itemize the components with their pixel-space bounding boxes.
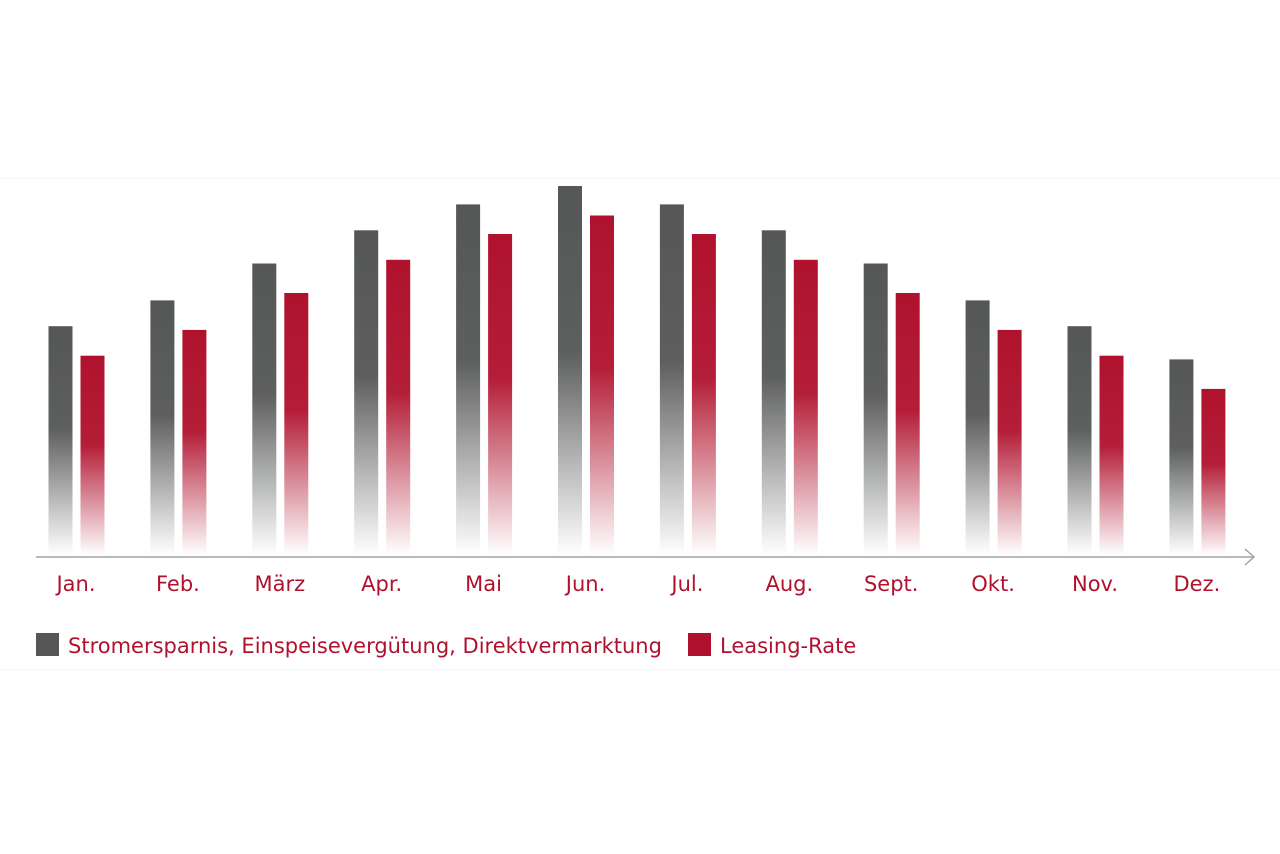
bar-leasing-6 bbox=[590, 215, 614, 555]
legend-item-savings-label: Stromersparnis, Einspeisevergütung, Dire… bbox=[68, 634, 662, 658]
bar-leasing-8 bbox=[793, 259, 818, 555]
x-tick-label: Feb. bbox=[156, 572, 200, 596]
bar-leasing-10 bbox=[997, 329, 1022, 555]
x-tick-label: März bbox=[254, 572, 305, 596]
bar-leasing-4 bbox=[386, 259, 411, 555]
bar-savings-11 bbox=[1067, 326, 1092, 555]
x-tick-label: Jan. bbox=[54, 572, 95, 596]
bar-savings-6 bbox=[558, 186, 582, 555]
x-tick-label: Okt. bbox=[971, 572, 1015, 596]
x-tick-label: Dez. bbox=[1174, 572, 1221, 596]
bar-leasing-7 bbox=[691, 234, 716, 555]
bars-group bbox=[48, 186, 1226, 556]
legend: Stromersparnis, Einspeisevergütung, Dire… bbox=[36, 633, 856, 658]
bar-savings-8 bbox=[761, 230, 786, 556]
bar-savings-3 bbox=[252, 263, 277, 555]
x-axis bbox=[36, 548, 1256, 566]
bar-savings-5 bbox=[456, 204, 481, 555]
bar-savings-7 bbox=[659, 204, 684, 555]
x-tick-label: Aug. bbox=[765, 572, 813, 596]
x-axis-arrow-icon bbox=[1244, 548, 1256, 566]
bar-leasing-2 bbox=[182, 329, 207, 555]
x-tick-label: Jun. bbox=[564, 572, 606, 596]
bar-leasing-3 bbox=[284, 293, 309, 555]
x-tick-label: Jul. bbox=[669, 572, 703, 596]
legend-item-savings-swatch bbox=[36, 633, 59, 656]
bar-leasing-1 bbox=[80, 355, 105, 555]
x-tick-label: Nov. bbox=[1072, 572, 1118, 596]
bar-leasing-5 bbox=[488, 234, 513, 555]
legend-item-leasing-label: Leasing-Rate bbox=[720, 634, 856, 658]
bar-savings-9 bbox=[863, 263, 888, 555]
bar-savings-4 bbox=[354, 230, 379, 556]
bar-leasing-12 bbox=[1201, 388, 1226, 555]
bar-leasing-11 bbox=[1099, 355, 1124, 555]
x-tick-label: Apr. bbox=[361, 572, 402, 596]
bar-savings-2 bbox=[150, 300, 175, 555]
x-tick-label: Sept. bbox=[864, 572, 919, 596]
bar-leasing-9 bbox=[895, 293, 920, 555]
bar-savings-10 bbox=[965, 300, 990, 555]
legend-item-leasing-swatch bbox=[688, 633, 711, 656]
bar-savings-1 bbox=[48, 326, 73, 555]
bar-savings-12 bbox=[1169, 359, 1194, 555]
x-tick-label: Mai bbox=[465, 572, 502, 596]
x-tick-labels: Jan. Feb. März Apr. Mai Jun. Jul. Aug. Sept. Okt.… bbox=[54, 572, 1220, 596]
